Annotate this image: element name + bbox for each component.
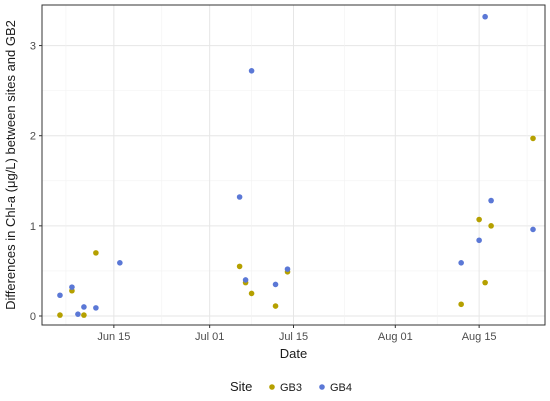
point-gb4 (75, 311, 81, 317)
point-gb3 (248, 290, 255, 297)
y-tick-label: 1 (30, 221, 36, 233)
x-tick-label: Aug 01 (378, 331, 413, 343)
y-axis-ticks: 0 1 2 3 (30, 41, 42, 323)
point-gb4 (284, 266, 291, 272)
y-tick-label: 3 (30, 41, 36, 53)
point-gb3 (236, 263, 243, 270)
point-gb4 (117, 260, 123, 266)
x-axis-title: Date (280, 346, 307, 361)
point-gb3 (272, 303, 279, 309)
legend-title: Site (230, 379, 252, 394)
legend-label-gb3: GB3 (280, 382, 302, 394)
point-gb3 (458, 301, 464, 308)
point-gb3 (93, 250, 99, 256)
point-gb4 (458, 260, 464, 266)
legend-swatch-gb4 (319, 384, 325, 390)
point-gb4 (236, 194, 243, 200)
point-gb4 (476, 237, 482, 244)
point-gb4 (488, 197, 494, 204)
legend: Site GB3 GB4 (230, 379, 352, 394)
data-points (57, 13, 536, 318)
y-axis-title: Differences in Chl-a (μg/L) between site… (3, 20, 18, 310)
x-axis-ticks: Jun 15 Jul 01 Jul 15 Aug 01 Aug 15 (97, 325, 497, 343)
legend-swatch-gb3 (269, 384, 275, 390)
x-tick-label: Aug 15 (462, 331, 497, 343)
point-gb4 (81, 304, 87, 310)
point-gb3 (482, 279, 488, 286)
point-gb4 (57, 292, 63, 299)
point-gb4 (69, 284, 75, 290)
x-tick-label: Jul 15 (279, 331, 308, 343)
point-gb3 (81, 312, 87, 318)
point-gb4 (242, 277, 249, 283)
point-gb3 (476, 216, 482, 223)
legend-label-gb4: GB4 (330, 382, 352, 394)
grid-lines (42, 5, 545, 325)
point-gb3 (57, 312, 63, 318)
point-gb4 (530, 226, 536, 233)
y-tick-label: 2 (30, 131, 36, 143)
point-gb3 (488, 223, 494, 229)
x-tick-label: Jun 15 (97, 331, 130, 343)
point-gb4 (482, 13, 488, 20)
y-tick-label: 0 (30, 311, 36, 323)
point-gb4 (248, 68, 255, 74)
plot-border (41, 4, 546, 326)
point-gb3 (530, 135, 536, 142)
point-gb4 (93, 305, 99, 311)
point-gb4 (272, 281, 279, 288)
x-tick-label: Jul 01 (195, 331, 224, 343)
